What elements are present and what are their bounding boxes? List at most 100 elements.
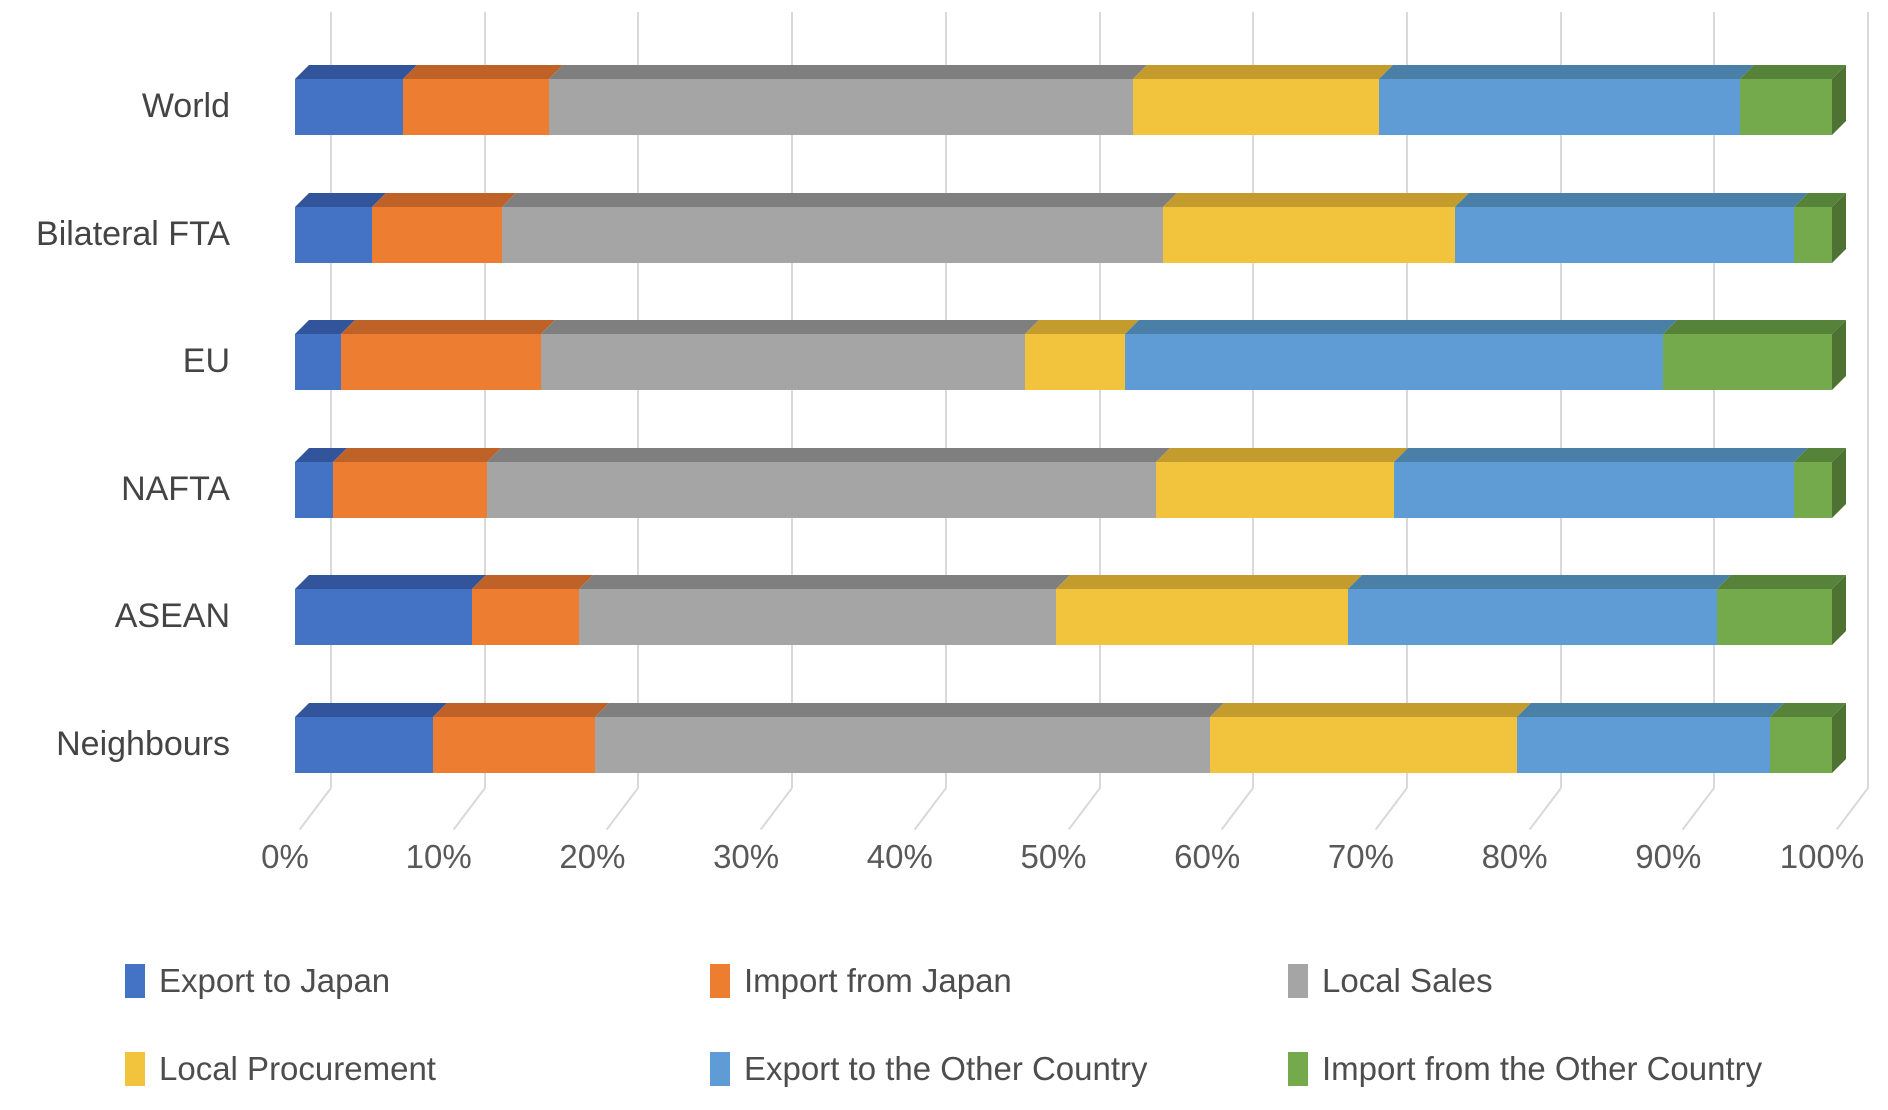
bar-row-asean xyxy=(295,575,1846,645)
gridline xyxy=(1098,12,1101,788)
bevel-segment-export-to-the-other-country xyxy=(1393,448,1808,462)
gridline xyxy=(483,12,486,788)
x-tick-label: 70% xyxy=(1327,838,1394,875)
bevel-segment-export-to-the-other-country xyxy=(1516,703,1785,717)
tick-tail xyxy=(452,787,486,831)
x-tick-label: 60% xyxy=(1174,838,1241,875)
bar-end-cap xyxy=(1832,193,1846,263)
category-label: Neighbours xyxy=(56,725,230,763)
tick-tail xyxy=(606,787,640,831)
bevel-segment-import-from-japan xyxy=(341,320,555,334)
tick-tail xyxy=(298,787,332,831)
bevel-segment-export-to-the-other-country xyxy=(1455,193,1808,207)
bar-segment-export-to-the-other-country xyxy=(1393,462,1794,518)
bar-segment-import-from-the-other-country xyxy=(1770,717,1832,773)
bevel-segment-export-to-japan xyxy=(295,575,486,589)
x-tick-label: 30% xyxy=(713,838,780,875)
bar-segment-export-to-the-other-country xyxy=(1516,717,1771,773)
legend-label: Local Sales xyxy=(1322,962,1493,999)
bar-segment-local-sales xyxy=(540,334,1026,390)
gridline xyxy=(637,12,640,788)
bevel-segment-import-from-japan xyxy=(333,448,502,462)
bar-end-cap xyxy=(1832,65,1846,135)
x-tick-label: 40% xyxy=(866,838,933,875)
legend-swatch xyxy=(125,964,145,998)
bevel-segment-local-sales xyxy=(548,65,1147,79)
bar-front xyxy=(295,334,1832,390)
bevel-segment-import-from-the-other-country xyxy=(1662,320,1846,334)
bevel-segment-import-from-japan xyxy=(371,193,517,207)
category-label: Bilateral FTA xyxy=(36,215,230,253)
bevel-segment-local-procurement xyxy=(1155,448,1408,462)
legend-label: Export to the Other Country xyxy=(744,1050,1148,1087)
legend-item-local-sales: Local Sales xyxy=(1288,962,1493,1000)
bevel-segment-export-to-the-other-country xyxy=(1124,320,1677,334)
gridline xyxy=(1252,12,1255,788)
legend-item-import-from-japan: Import from Japan xyxy=(710,962,1012,1000)
bevel-segment-local-procurement xyxy=(1025,320,1139,334)
bar-end-cap xyxy=(1832,320,1846,390)
bevel-segment-import-from-japan xyxy=(471,575,594,589)
legend-swatch xyxy=(1288,964,1308,998)
gridline xyxy=(1867,12,1869,788)
legend-label: Import from the Other Country xyxy=(1322,1050,1763,1087)
bar-segment-import-from-the-other-country xyxy=(1793,207,1832,263)
bar-segment-export-to-the-other-country xyxy=(1378,79,1740,135)
bevel-segment-local-sales xyxy=(540,320,1040,334)
x-tick-label: 20% xyxy=(559,838,626,875)
bar-segment-import-from-japan xyxy=(333,462,488,518)
bar-segment-export-to-japan xyxy=(295,334,342,390)
bevel-segment-export-to-japan xyxy=(295,703,448,717)
x-tick-label: 10% xyxy=(405,838,472,875)
bar-segment-import-from-the-other-country xyxy=(1716,589,1832,645)
bar-segment-import-from-the-other-country xyxy=(1662,334,1832,390)
legend-swatch xyxy=(710,1052,730,1086)
bar-row-nafta xyxy=(295,448,1846,518)
bevel-segment-local-procurement xyxy=(1055,575,1362,589)
bar-top-bevel xyxy=(295,703,1846,717)
bar-segment-import-from-the-other-country xyxy=(1793,462,1832,518)
bar-segment-local-sales xyxy=(487,462,1156,518)
bar-front xyxy=(295,79,1832,135)
bar-front xyxy=(295,462,1832,518)
bar-segment-local-procurement xyxy=(1132,79,1379,135)
gridline xyxy=(1713,12,1716,788)
bar-segment-export-to-japan xyxy=(295,462,334,518)
bevel-segment-export-to-the-other-country xyxy=(1347,575,1731,589)
bevel-segment-export-to-japan xyxy=(295,65,417,79)
tick-tail xyxy=(760,787,793,831)
gridline xyxy=(791,12,794,788)
bevel-segment-import-from-the-other-country xyxy=(1716,575,1846,589)
bar-segment-local-procurement xyxy=(1163,207,1456,263)
x-tick-label: 0% xyxy=(261,838,309,875)
legend-label: Export to Japan xyxy=(159,962,391,999)
bar-segment-local-sales xyxy=(579,589,1056,645)
bar-row-bilateral-fta xyxy=(295,193,1846,263)
bar-front xyxy=(295,717,1832,773)
tick-tail xyxy=(1528,787,1562,831)
bevel-segment-import-from-the-other-country xyxy=(1739,65,1846,79)
bevel-segment-export-to-the-other-country xyxy=(1378,65,1754,79)
bar-segment-local-procurement xyxy=(1155,462,1394,518)
x-tick-label: 80% xyxy=(1481,838,1548,875)
bar-segment-export-to-japan xyxy=(295,207,372,263)
category-label: EU xyxy=(182,342,230,380)
bar-segment-export-to-japan xyxy=(295,79,403,135)
legend-label: Import from Japan xyxy=(744,962,1012,999)
bar-segment-export-to-the-other-country xyxy=(1455,207,1794,263)
bar-top-bevel xyxy=(295,575,1846,589)
bar-segment-export-to-the-other-country xyxy=(1124,334,1663,390)
tick-tail xyxy=(1374,787,1408,831)
tick-tail xyxy=(1067,787,1101,831)
bar-top-bevel xyxy=(295,65,1846,79)
bevel-segment-import-from-japan xyxy=(433,703,609,717)
bevel-segment-local-sales xyxy=(579,575,1070,589)
bevel-segment-local-procurement xyxy=(1163,193,1470,207)
bar-top-bevel xyxy=(295,448,1846,462)
bar-row-eu xyxy=(295,320,1846,390)
tick-tail xyxy=(1221,787,1254,831)
bar-top-bevel xyxy=(295,193,1846,207)
bar-front xyxy=(295,207,1832,263)
x-tick-label: 90% xyxy=(1635,838,1702,875)
